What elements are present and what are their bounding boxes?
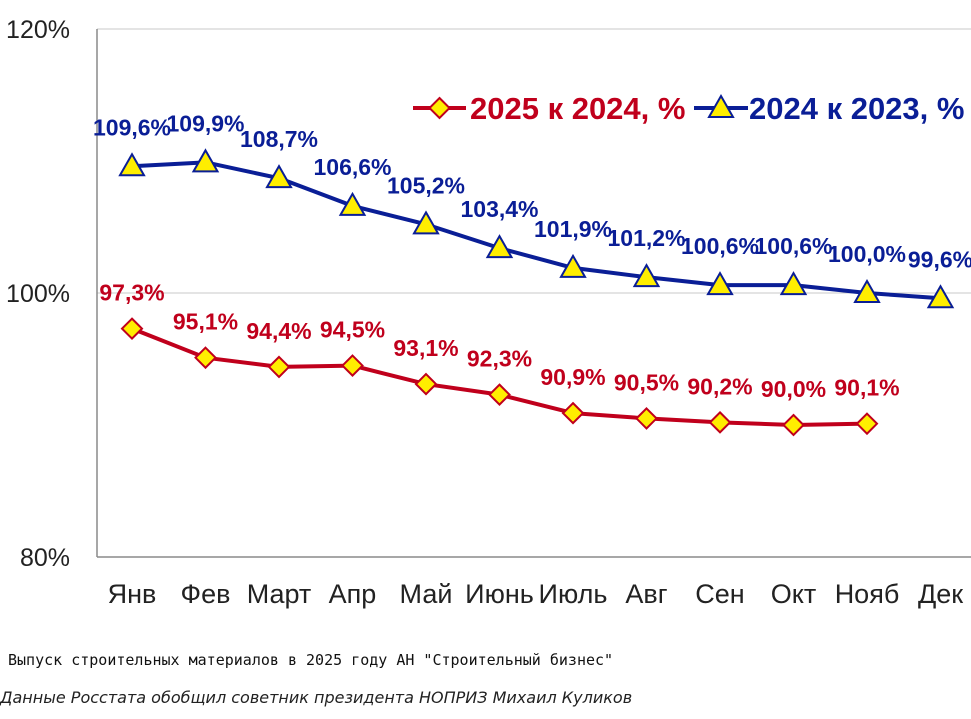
point-marker	[120, 317, 144, 341]
point-marker	[561, 401, 585, 425]
point-marker	[559, 253, 587, 278]
data-label: 109,6%	[93, 114, 171, 140]
grid-lines	[97, 28, 971, 294]
x-tick-label: Июль	[539, 579, 608, 609]
data-label: 95,1%	[173, 309, 238, 335]
x-tick-label: Фев	[181, 579, 231, 609]
legend-label: 2025 к 2024, %	[470, 91, 685, 126]
data-label: 99,6%	[908, 246, 971, 272]
axes: 80% 100% 120% Янв Фев Март Апр Май Июнь Июль Авг Се…	[6, 16, 971, 609]
data-label: 94,4%	[246, 318, 311, 344]
x-tick-label: Нояб	[835, 579, 900, 609]
point-marker	[779, 271, 808, 296]
x-tick-label: Март	[247, 579, 312, 609]
series-line-1	[131, 326, 868, 427]
point-marker	[191, 148, 220, 173]
point-marker	[632, 263, 661, 288]
point-marker	[853, 278, 881, 303]
x-tick-label: Июнь	[465, 579, 534, 609]
data-labels: 97,3% 95,1% 94,4% 94,5% 93,1% 92,3% 90,9% 90,5%…	[93, 110, 971, 402]
data-label: 100,6%	[681, 233, 759, 259]
legend: 2025 к 2024, % 2024 к 2023, %	[413, 91, 964, 126]
data-label: 105,2%	[387, 172, 465, 198]
source-credit: Данные Росстата обобщил советник президе…	[0, 688, 633, 707]
point-marker	[414, 372, 438, 396]
x-tick-label: Окт	[771, 579, 816, 609]
point-marker	[338, 191, 367, 216]
series-lines	[118, 148, 955, 437]
data-label: 97,3%	[99, 280, 164, 306]
x-tick-label: Апр	[329, 579, 377, 609]
legend-label: 2024 к 2023, %	[749, 91, 964, 126]
legend-marker	[707, 93, 735, 118]
data-label: 109,9%	[166, 110, 244, 136]
y-tick-label: 80%	[20, 544, 70, 572]
y-tick-label: 100%	[6, 280, 70, 308]
y-tick-label: 120%	[6, 16, 70, 44]
point-marker	[635, 406, 658, 430]
data-label: 90,9%	[540, 364, 605, 390]
data-label: 90,1%	[834, 375, 899, 401]
data-label: 100,0%	[828, 241, 906, 267]
data-label: 90,0%	[761, 376, 826, 402]
point-marker	[485, 234, 514, 259]
x-tick-label: Май	[400, 579, 453, 609]
point-marker	[708, 410, 732, 434]
data-label: 106,6%	[313, 154, 391, 180]
point-marker	[194, 346, 217, 370]
data-label: 101,2%	[607, 225, 685, 251]
point-marker	[855, 412, 879, 436]
data-label: 103,4%	[460, 196, 538, 222]
data-label: 108,7%	[240, 126, 318, 152]
line-chart: 80% 100% 120% Янв Фев Март Апр Май Июнь Июль Авг Се…	[6, 16, 971, 609]
point-marker	[782, 413, 805, 437]
data-label: 100,6%	[754, 233, 832, 259]
point-marker	[412, 210, 440, 235]
x-tick-label: Янв	[108, 579, 157, 609]
point-marker	[488, 383, 511, 407]
point-marker	[926, 284, 955, 309]
x-tick-label: Дек	[918, 579, 963, 609]
point-marker	[706, 271, 734, 296]
data-label: 101,9%	[534, 216, 612, 242]
x-tick-label: Авг	[625, 579, 667, 609]
series-line-2	[131, 160, 941, 301]
data-label: 94,5%	[320, 317, 385, 343]
point-marker	[118, 152, 146, 177]
data-label: 90,5%	[614, 369, 679, 395]
legend-marker	[428, 96, 451, 120]
chart-caption: Выпуск строительных материалов в 2025 го…	[8, 651, 614, 669]
data-label: 92,3%	[467, 346, 532, 372]
point-marker	[341, 354, 364, 378]
point-marker	[267, 355, 291, 379]
data-label: 93,1%	[393, 335, 458, 361]
data-label: 90,2%	[687, 373, 752, 399]
x-tick-label: Сен	[695, 579, 744, 609]
point-marker	[265, 164, 293, 189]
